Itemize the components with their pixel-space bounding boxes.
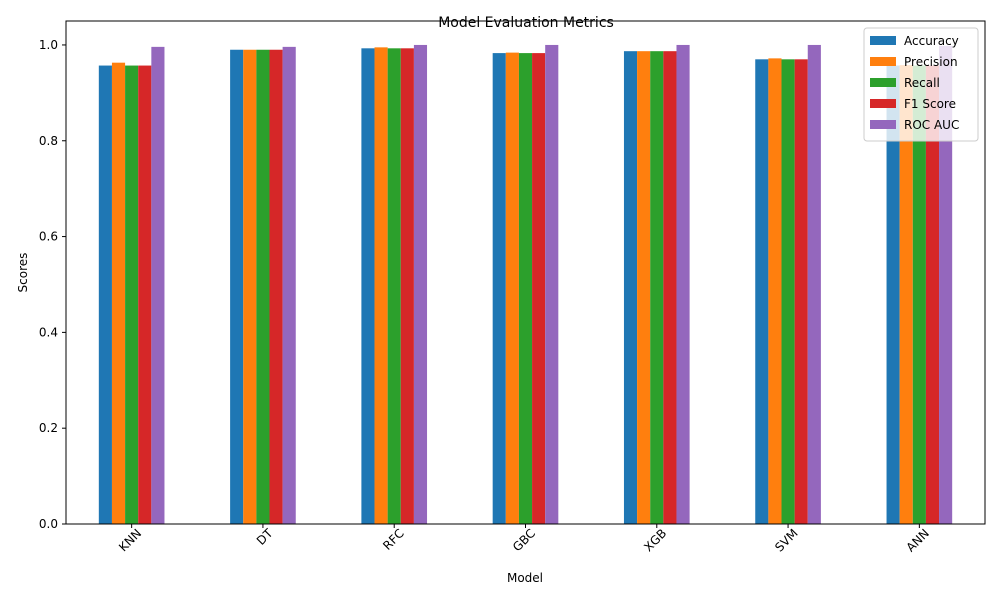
bar-recall-xgb — [650, 51, 664, 525]
bar-roc-auc-rfc — [413, 44, 428, 524]
y-tick-label: 0.2 — [39, 421, 58, 435]
legend: Accuracy Precision Recall F1 Score ROC AUC — [863, 27, 979, 142]
y-tick-label: 0.4 — [39, 325, 58, 339]
legend-swatch — [870, 99, 896, 108]
bar-accuracy-gbc — [492, 53, 506, 524]
plot-frame — [65, 20, 986, 525]
bar-recall-ann — [912, 65, 926, 525]
bar-f1-score-svm — [794, 59, 808, 524]
x-axis-label: Model — [507, 571, 543, 585]
bar-recall-rfc — [387, 48, 401, 525]
bar-roc-auc-dt — [282, 46, 296, 525]
bar-accuracy-svm — [755, 59, 769, 524]
bar-roc-auc-ann — [939, 45, 953, 524]
bar-accuracy-dt — [230, 49, 244, 525]
bar-recall-svm — [781, 59, 795, 524]
legend-label: Recall — [904, 76, 940, 90]
legend-label: Precision — [904, 55, 958, 69]
bar-roc-auc-knn — [151, 46, 165, 525]
legend-label: Accuracy — [904, 34, 959, 48]
legend-swatch — [870, 36, 896, 45]
bar-accuracy-rfc — [361, 48, 375, 525]
bar-f1-score-xgb — [663, 51, 677, 525]
y-axis-label: Scores — [16, 253, 30, 293]
y-tick-label: 0.0 — [39, 517, 58, 531]
bar-precision-ann — [899, 65, 913, 524]
bar-roc-auc-svm — [807, 44, 821, 524]
bar-precision-xgb — [637, 51, 651, 525]
bar-precision-rfc — [374, 47, 388, 524]
y-axis: 0.0 0.2 0.4 0.6 0.8 1.0 — [39, 38, 66, 531]
bar-f1-score-knn — [138, 65, 152, 525]
y-tick-label: 0.6 — [39, 230, 58, 244]
bar-recall-gbc — [518, 53, 533, 524]
bar-f1-score-dt — [269, 49, 283, 525]
bar-precision-svm — [768, 58, 782, 525]
bar-roc-auc-xgb — [676, 44, 690, 524]
bar-accuracy-xgb — [623, 51, 638, 525]
legend-label: F1 Score — [904, 97, 956, 111]
legend-label: ROC AUC — [904, 118, 959, 132]
bar-precision-dt — [243, 49, 257, 525]
chart-title: Model Evaluation Metrics — [438, 15, 614, 31]
y-tick-label: 0.8 — [39, 134, 58, 148]
bar-recall-knn — [125, 65, 139, 525]
bar-f1-score-ann — [925, 65, 940, 525]
legend-box — [863, 27, 979, 142]
bar-accuracy-ann — [886, 65, 900, 525]
legend-swatch — [870, 120, 896, 129]
y-tick-label: 1.0 — [39, 38, 58, 52]
bar-accuracy-knn — [98, 65, 112, 525]
bar-precision-gbc — [505, 52, 519, 525]
bars-layer — [98, 44, 953, 525]
bar-f1-score-gbc — [532, 53, 546, 524]
bar-precision-knn — [111, 62, 126, 525]
legend-swatch — [870, 78, 896, 87]
bar-f1-score-rfc — [400, 48, 414, 525]
bar-roc-auc-gbc — [545, 44, 559, 524]
bar-recall-dt — [256, 49, 270, 525]
legend-swatch — [870, 57, 896, 66]
